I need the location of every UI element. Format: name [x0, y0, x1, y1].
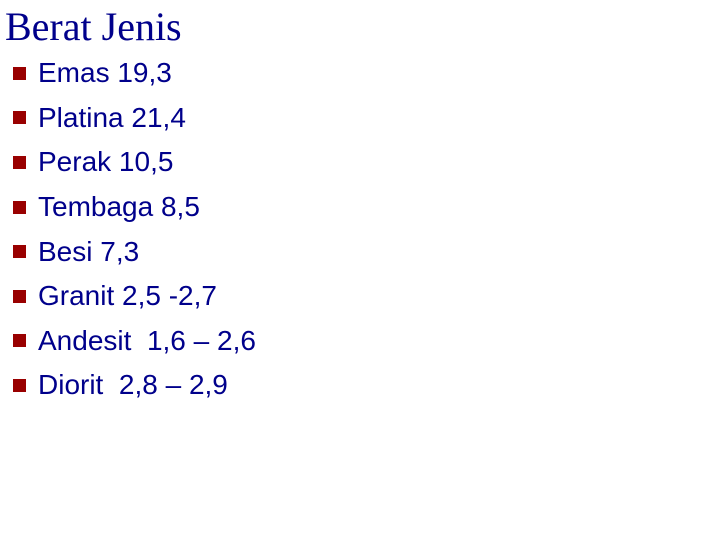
- list-item-text: Besi 7,3: [38, 235, 140, 267]
- list-item-text: Perak 10,5: [38, 146, 174, 178]
- square-bullet-icon: [13, 111, 26, 125]
- list-item-text: Platina 21,4: [38, 101, 186, 133]
- square-bullet-icon: [13, 289, 26, 303]
- list-item: Diorit 2,8 – 2,9: [0, 363, 720, 408]
- square-bullet-icon: [13, 200, 26, 214]
- list-item-text: Diorit 2,8 – 2,9: [38, 369, 228, 401]
- list-item: Besi 7,3: [0, 229, 720, 274]
- list-item: Tembaga 8,5: [0, 185, 720, 230]
- list-item: Platina 21,4: [0, 96, 720, 141]
- square-bullet-icon: [13, 155, 26, 169]
- square-bullet-icon: [13, 334, 26, 348]
- square-bullet-icon: [13, 66, 26, 80]
- square-bullet-icon: [13, 378, 26, 392]
- list-item: Granit 2,5 -2,7: [0, 274, 720, 319]
- list-item-text: Tembaga 8,5: [38, 191, 200, 223]
- list-item: Perak 10,5: [0, 140, 720, 185]
- list-item: Emas 19,3: [0, 51, 720, 96]
- list-item-text: Andesit 1,6 – 2,6: [38, 324, 256, 356]
- slide-title: Berat Jenis: [5, 4, 182, 49]
- square-bullet-icon: [13, 245, 26, 259]
- list-item-text: Granit 2,5 -2,7: [38, 280, 217, 312]
- list-item-text: Emas 19,3: [38, 57, 172, 89]
- bullet-list: Emas 19,3 Platina 21,4 Perak 10,5 Tembag…: [0, 51, 720, 408]
- list-item: Andesit 1,6 – 2,6: [0, 319, 720, 364]
